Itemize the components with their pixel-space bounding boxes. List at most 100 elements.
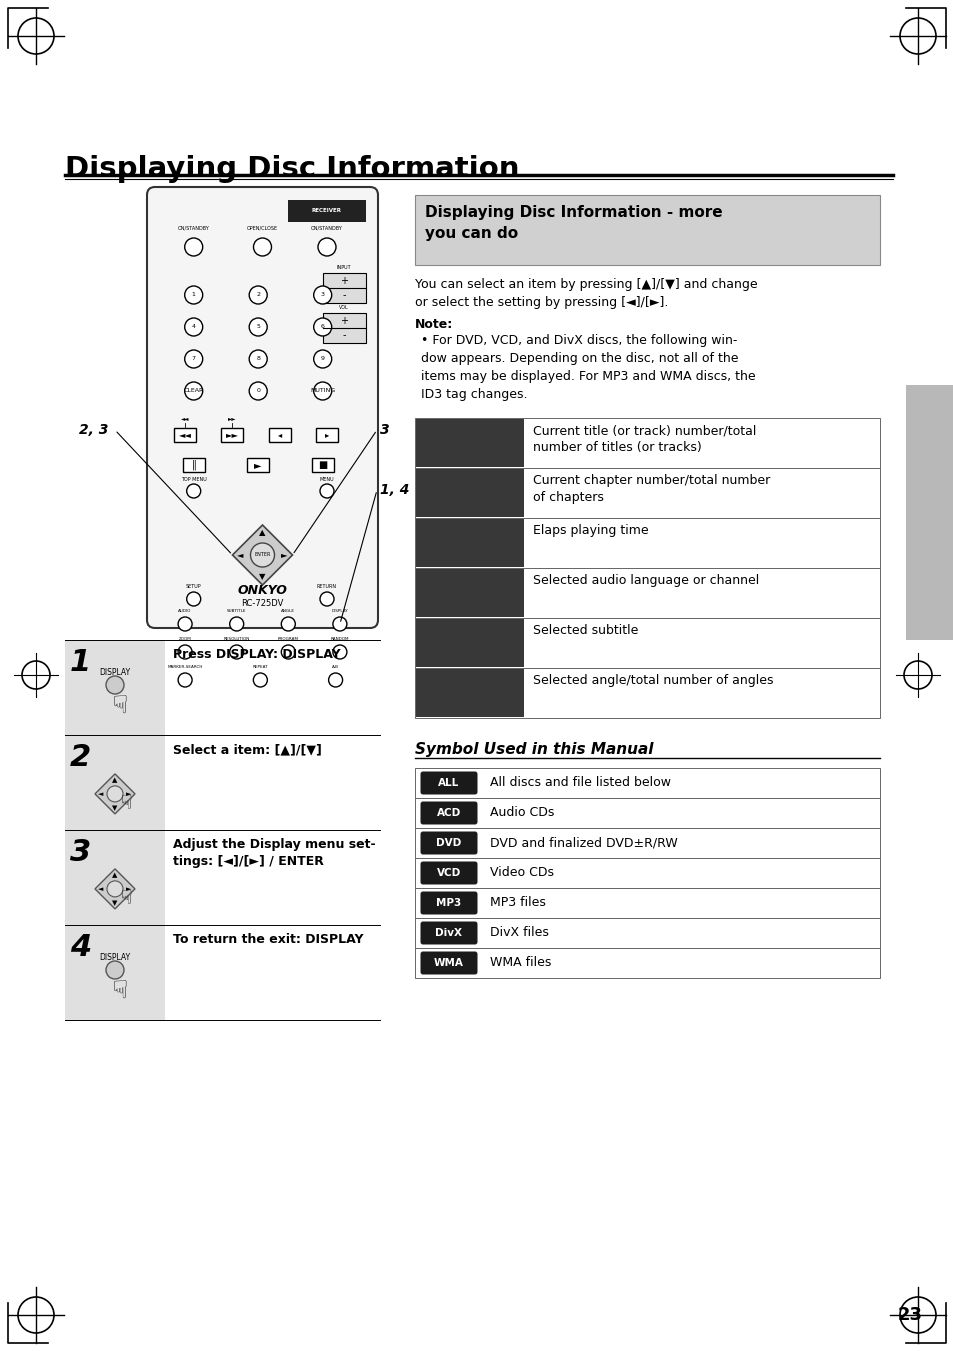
Text: -: - — [342, 290, 346, 300]
Text: ☞: ☞ — [113, 888, 132, 905]
Bar — [415, 467, 879, 517]
Text: ‖: ‖ — [191, 459, 196, 470]
Circle shape — [314, 350, 332, 367]
Bar — [288, 200, 365, 222]
Circle shape — [328, 673, 342, 688]
Circle shape — [333, 617, 347, 631]
Text: ►: ► — [281, 550, 288, 559]
Text: DVD: DVD — [436, 838, 461, 848]
Text: 3: 3 — [379, 423, 389, 436]
Circle shape — [249, 317, 267, 336]
Text: 1: 1 — [192, 293, 195, 297]
Text: ◄◄: ◄◄ — [178, 431, 192, 439]
Circle shape — [319, 484, 334, 499]
FancyBboxPatch shape — [420, 921, 477, 944]
Text: ALL: ALL — [438, 778, 459, 788]
Bar — [415, 517, 879, 567]
Text: Elaps playing time: Elaps playing time — [533, 524, 648, 536]
Bar — [415, 417, 879, 467]
Bar — [247, 458, 269, 471]
Circle shape — [187, 484, 200, 499]
Text: ▼: ▼ — [112, 805, 117, 811]
Text: ◄: ◄ — [98, 790, 104, 797]
Text: MP3: MP3 — [436, 898, 461, 908]
Circle shape — [317, 238, 335, 255]
FancyBboxPatch shape — [420, 892, 477, 915]
FancyBboxPatch shape — [420, 771, 477, 794]
FancyBboxPatch shape — [147, 186, 377, 628]
Text: Audio CDs: Audio CDs — [490, 807, 554, 820]
Text: 6: 6 — [320, 324, 324, 330]
Circle shape — [185, 350, 202, 367]
Text: ►►: ►► — [226, 431, 238, 439]
Text: WMA files: WMA files — [490, 957, 551, 970]
Bar — [415, 617, 879, 667]
Text: Current chapter number/total number
of chapters: Current chapter number/total number of c… — [533, 474, 769, 504]
Text: ▲: ▲ — [112, 777, 117, 782]
Text: ☞: ☞ — [103, 694, 127, 716]
Text: ►: ► — [254, 459, 262, 470]
Text: ►►: ►► — [228, 416, 236, 422]
Text: MUTING: MUTING — [310, 389, 335, 393]
Text: VCD: VCD — [436, 867, 460, 878]
Text: 2, 3: 2, 3 — [78, 423, 108, 436]
Bar — [415, 195, 879, 265]
Circle shape — [230, 644, 243, 659]
Bar — [415, 858, 879, 888]
Circle shape — [319, 592, 334, 607]
Text: ▼: ▼ — [112, 900, 117, 907]
Text: Selected audio language or channel: Selected audio language or channel — [533, 574, 759, 586]
Bar — [65, 830, 165, 925]
Text: REPEAT: REPEAT — [253, 665, 268, 669]
Text: 1, 4: 1, 4 — [379, 484, 409, 497]
Text: RC-725DV: RC-725DV — [241, 600, 283, 608]
Text: ◄◄: ◄◄ — [181, 416, 189, 422]
Text: 0: 0 — [256, 389, 260, 393]
Bar — [416, 419, 523, 467]
Circle shape — [249, 382, 267, 400]
Text: RANDOM: RANDOM — [331, 638, 349, 640]
Circle shape — [251, 543, 274, 567]
Bar — [415, 828, 879, 858]
Text: MARKER-SEARCH: MARKER-SEARCH — [167, 665, 203, 669]
Text: Selected subtitle: Selected subtitle — [533, 624, 638, 638]
Text: 1: 1 — [70, 648, 91, 677]
Bar — [416, 519, 523, 567]
Bar — [322, 313, 365, 343]
Text: ONKYO: ONKYO — [237, 584, 287, 597]
Text: ENTER: ENTER — [254, 553, 271, 558]
Text: ☞: ☞ — [113, 793, 132, 811]
FancyBboxPatch shape — [420, 831, 477, 854]
FancyBboxPatch shape — [420, 951, 477, 974]
Text: ON/STANDBY: ON/STANDBY — [311, 226, 342, 230]
Text: TOP MENU: TOP MENU — [181, 477, 207, 482]
Text: 23: 23 — [897, 1306, 922, 1324]
Text: VOL: VOL — [339, 305, 349, 309]
Bar — [315, 428, 337, 442]
Polygon shape — [95, 774, 135, 813]
Circle shape — [187, 592, 200, 607]
Text: INPUT: INPUT — [336, 265, 351, 270]
Bar — [269, 428, 291, 442]
Text: +: + — [340, 316, 348, 326]
Text: 4: 4 — [70, 934, 91, 962]
Text: RESOLUTION: RESOLUTION — [223, 638, 250, 640]
Text: All discs and file listed below: All discs and file listed below — [490, 777, 670, 789]
Bar — [312, 458, 334, 471]
Text: 3: 3 — [70, 838, 91, 867]
Text: ►: ► — [126, 886, 132, 892]
Text: MENU: MENU — [319, 477, 334, 482]
Text: 3: 3 — [320, 293, 324, 297]
Text: ►: ► — [126, 790, 132, 797]
FancyBboxPatch shape — [420, 801, 477, 824]
Circle shape — [281, 644, 295, 659]
Bar — [415, 917, 879, 948]
Text: You can select an item by pressing [▲]/[▼] and change
or select the setting by p: You can select an item by pressing [▲]/[… — [415, 278, 757, 309]
Text: RECEIVER: RECEIVER — [312, 208, 341, 213]
Text: RETURN: RETURN — [316, 584, 336, 589]
Polygon shape — [95, 869, 135, 909]
Text: ◂: ◂ — [277, 431, 281, 439]
Text: ON/STANDBY: ON/STANDBY — [177, 226, 210, 230]
Circle shape — [230, 617, 243, 631]
Text: AUDIO: AUDIO — [178, 609, 192, 613]
